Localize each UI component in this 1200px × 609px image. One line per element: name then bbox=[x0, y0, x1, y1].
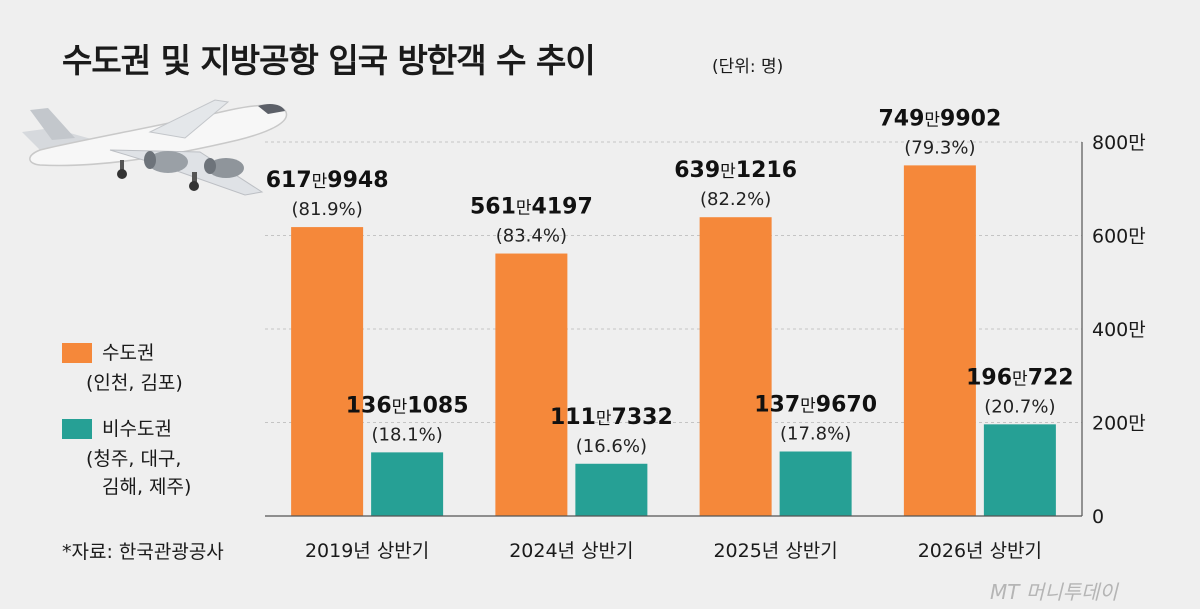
watermark-logo: MT 머니투데이 bbox=[990, 580, 1118, 604]
legend-swatch-regional bbox=[62, 419, 92, 439]
data-label-value: 111만7332 bbox=[550, 405, 673, 430]
legend bbox=[62, 343, 92, 439]
bar-regional bbox=[779, 451, 852, 516]
source-note: *자료: 한국관광공사 bbox=[62, 541, 224, 563]
bar-metro bbox=[495, 253, 568, 516]
bar-regional bbox=[371, 452, 444, 516]
data-label-share: (79.3%) bbox=[904, 137, 975, 158]
y-tick-label: 600만 bbox=[1092, 226, 1146, 248]
unit-label: (단위: 명) bbox=[712, 57, 784, 77]
data-label-share: (18.1%) bbox=[372, 424, 443, 445]
y-axis: 0 200만 400만 600만 800만 bbox=[265, 132, 1146, 528]
data-label-value: 617만9948 bbox=[266, 168, 389, 193]
bar-metro bbox=[291, 227, 364, 516]
legend-swatch-metro bbox=[62, 343, 92, 363]
bar-metro bbox=[903, 165, 976, 516]
bar-regional bbox=[983, 424, 1056, 516]
y-tick-label: 0 bbox=[1092, 506, 1104, 528]
data-label-share: (17.8%) bbox=[780, 424, 851, 445]
data-label-value: 561만4197 bbox=[470, 195, 593, 220]
data-label-share: (16.6%) bbox=[576, 436, 647, 457]
data-label-value: 136만1085 bbox=[346, 393, 469, 418]
data-label-share: (81.9%) bbox=[292, 199, 363, 220]
bar-regional bbox=[575, 463, 648, 516]
data-label-value: 639만1216 bbox=[674, 158, 797, 183]
legend-label-regional-detail-2: 김해, 제주) bbox=[102, 476, 192, 498]
airplane-icon bbox=[22, 99, 288, 196]
data-label-value: 749만9902 bbox=[878, 106, 1001, 131]
x-tick-label: 2024년 상반기 bbox=[509, 540, 633, 562]
legend-label-metro-detail: (인천, 김포) bbox=[86, 372, 183, 394]
x-tick-label: 2026년 상반기 bbox=[918, 540, 1042, 562]
data-label-value: 137만9670 bbox=[754, 393, 877, 418]
data-label-share: (82.2%) bbox=[700, 189, 771, 210]
data-label-share: (20.7%) bbox=[984, 396, 1055, 417]
bar-metro bbox=[699, 217, 772, 517]
data-labels: 617만9948 (81.9%) 136만1085 (18.1%) 561만4197 (8… bbox=[266, 106, 1074, 456]
chart-title: 수도권 및 지방공항 입국 방한객 수 추이 bbox=[62, 41, 596, 80]
legend-label-regional-name: 비수도권 bbox=[102, 418, 172, 440]
x-axis: 2019년 상반기 2024년 상반기 2025년 상반기 2026년 상반기 bbox=[305, 540, 1042, 562]
data-label-share: (83.4%) bbox=[496, 226, 567, 247]
y-tick-label: 400만 bbox=[1092, 319, 1146, 341]
data-label-value: 196만722 bbox=[966, 365, 1074, 390]
legend-label-metro-name: 수도권 bbox=[102, 342, 155, 364]
x-tick-label: 2019년 상반기 bbox=[305, 540, 429, 562]
legend-label-regional-detail-1: (청주, 대구, bbox=[86, 448, 182, 470]
y-tick-label: 200만 bbox=[1092, 413, 1146, 435]
y-tick-label: 800만 bbox=[1092, 132, 1146, 154]
bars bbox=[291, 165, 1056, 517]
x-tick-label: 2025년 상반기 bbox=[713, 540, 837, 562]
